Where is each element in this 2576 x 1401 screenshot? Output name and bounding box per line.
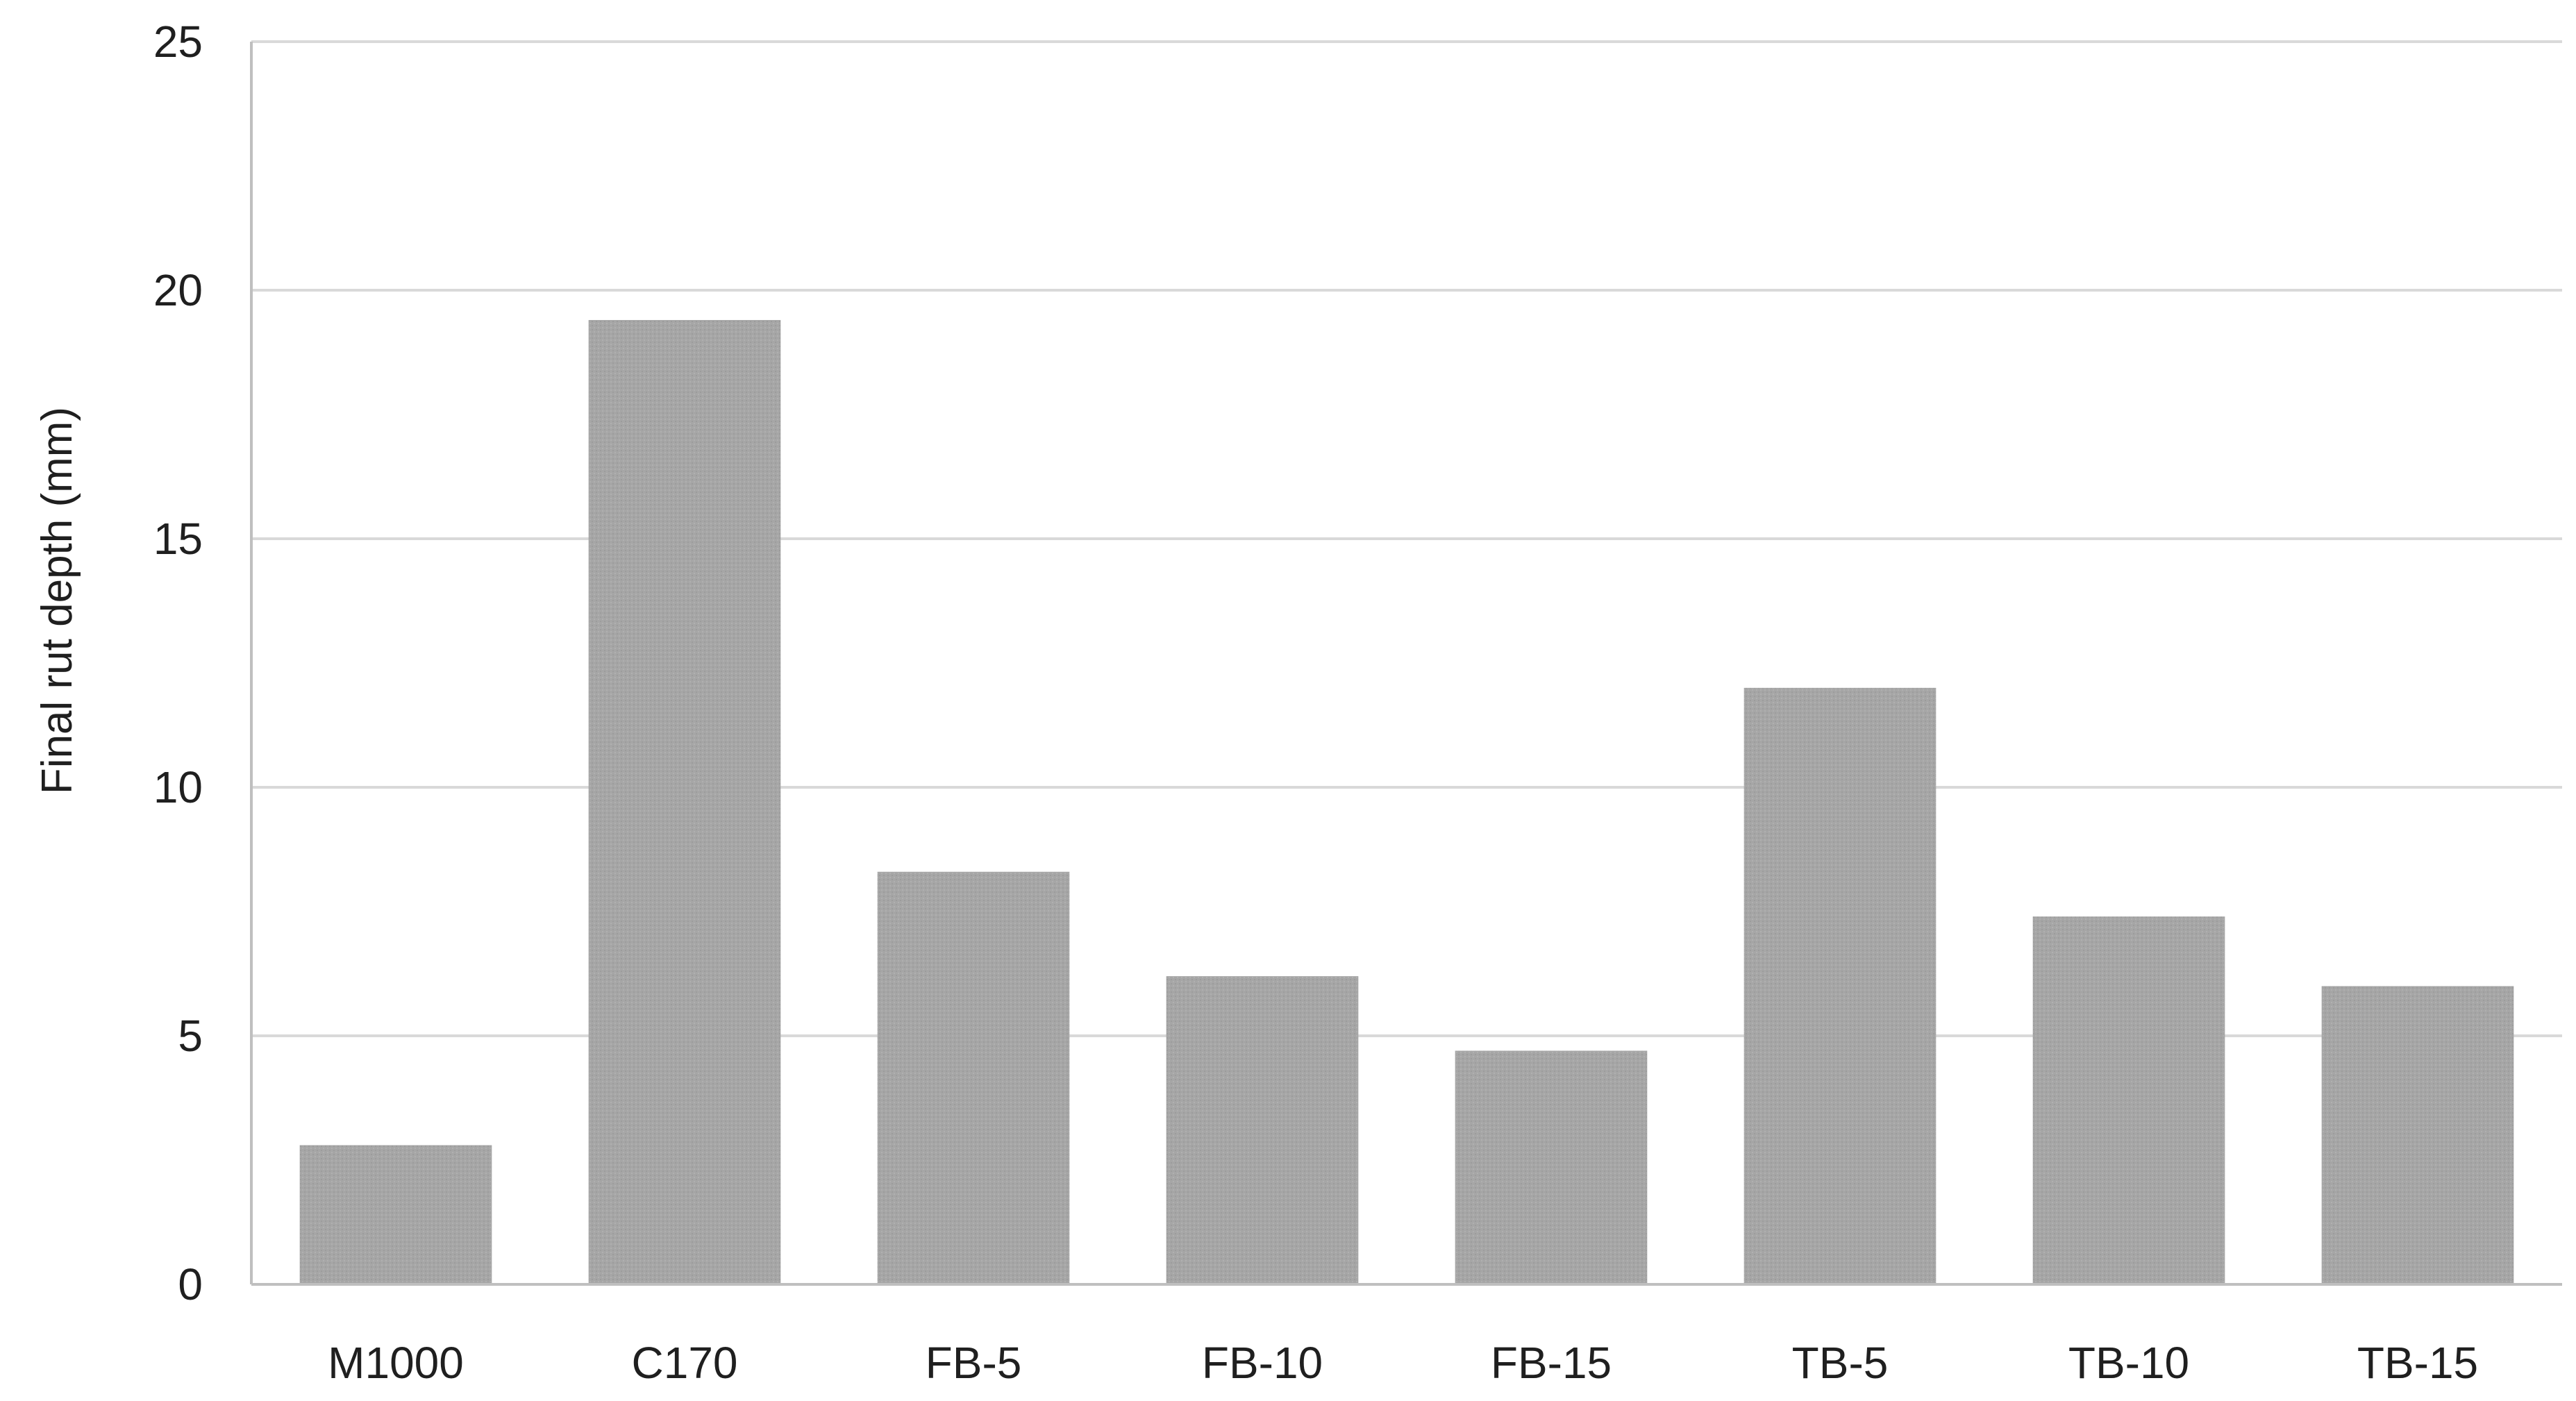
bars bbox=[299, 319, 2514, 1285]
x-tick-label-tb-10: TB-10 bbox=[2068, 1338, 2189, 1388]
x-tick-label-fb-15: FB-15 bbox=[1491, 1338, 1612, 1388]
axes bbox=[250, 42, 2562, 1286]
x-tick-label-tb-5: TB-5 bbox=[1792, 1338, 1889, 1388]
bar-fb-15 bbox=[1455, 1050, 1648, 1284]
x-tick-label-m1000: M1000 bbox=[328, 1338, 464, 1388]
y-axis-title: Final rut depth (mm) bbox=[33, 407, 81, 794]
y-tick-label-25: 25 bbox=[153, 17, 203, 67]
bar-tb-15 bbox=[2321, 986, 2514, 1284]
bar-fb-10 bbox=[1166, 976, 1359, 1284]
x-tick-labels: M1000 C170 FB-5 FB-10 FB-15 TB-5 TB-10 TB-15 bbox=[328, 1338, 2478, 1388]
x-tick-label-fb-10: FB-10 bbox=[1202, 1338, 1323, 1388]
y-tick-label-0: 0 bbox=[178, 1259, 203, 1309]
bar-c170 bbox=[588, 319, 781, 1285]
x-tick-label-c170: C170 bbox=[632, 1338, 738, 1388]
x-tick-label-tb-15: TB-15 bbox=[2357, 1338, 2478, 1388]
bar-tb-10 bbox=[2032, 916, 2225, 1284]
y-tick-label-10: 10 bbox=[153, 762, 203, 812]
y-tick-labels: 0 5 10 15 20 25 bbox=[153, 17, 203, 1309]
bar-fb-5 bbox=[877, 871, 1070, 1284]
x-tick-label-fb-5: FB-5 bbox=[926, 1338, 1022, 1388]
y-tick-label-15: 15 bbox=[153, 514, 203, 564]
bar-m1000 bbox=[299, 1145, 492, 1284]
y-tick-label-20: 20 bbox=[153, 265, 203, 315]
bar-tb-5 bbox=[1743, 687, 1937, 1284]
y-tick-label-5: 5 bbox=[178, 1011, 203, 1061]
